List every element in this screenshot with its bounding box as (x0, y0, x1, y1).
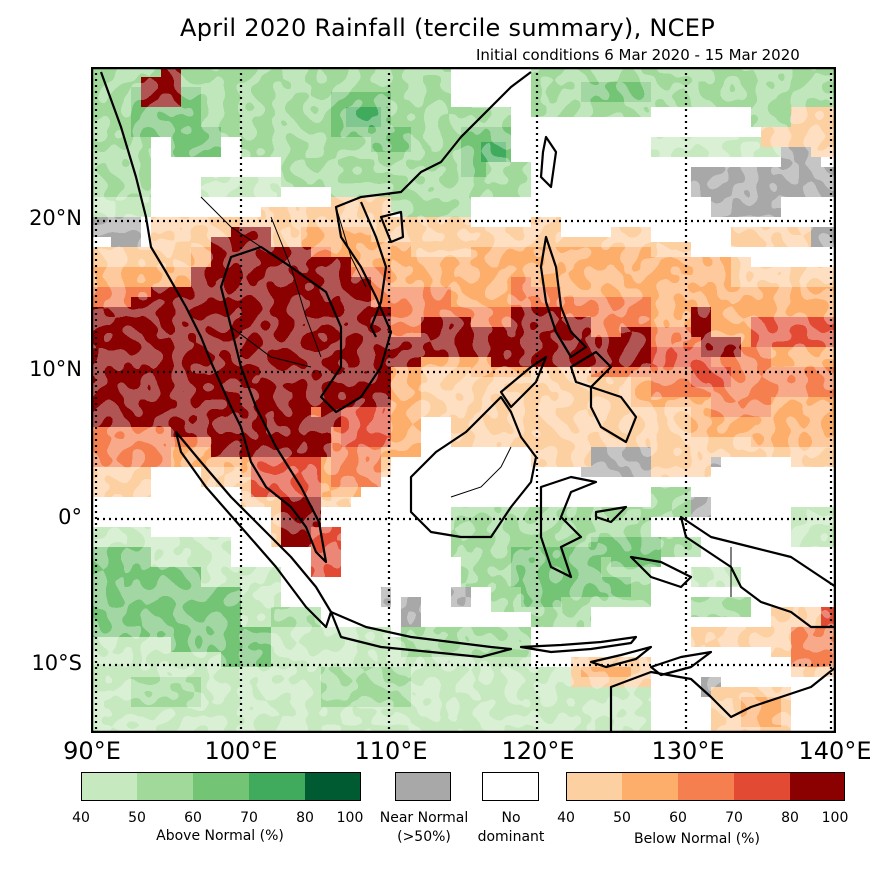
legend-none-swatch (482, 772, 539, 801)
legend-above-title: Above Normal (%) (156, 828, 284, 844)
legend-none-line1: No (501, 810, 521, 826)
legend-below-tick: 70 (725, 810, 743, 826)
legend-above-swatch (193, 772, 249, 801)
lon-label-120e: 120°E (501, 737, 575, 765)
lat-label-10s: 10°S (31, 651, 82, 675)
legend-above-tick: 70 (240, 810, 258, 826)
legend-near-swatch (395, 772, 451, 801)
legend-below-swatch (790, 772, 845, 801)
graticule (91, 67, 836, 733)
map-title: April 2020 Rainfall (tercile summary), N… (180, 14, 715, 42)
rainfall-map (90, 66, 838, 735)
lon-label-100e: 100°E (204, 737, 278, 765)
legend-above-tick: 50 (128, 810, 146, 826)
legend-none-line2: dominant (477, 829, 545, 845)
legend-above-swatch (305, 772, 361, 801)
country-borders (200, 196, 732, 597)
legend-above-tick: 40 (72, 810, 90, 826)
legend-near-line1: Near Normal (379, 810, 469, 826)
lon-label-140e: 140°E (798, 737, 872, 765)
legend-below-tick: 50 (613, 810, 631, 826)
legend-above-tick: 100 (336, 810, 364, 826)
legend-above-swatch (249, 772, 305, 801)
lon-label-90e: 90°E (63, 737, 121, 765)
legend-above-tick: 80 (296, 810, 314, 826)
legend-below-title: Below Normal (%) (634, 831, 760, 847)
lat-label-10n: 10°N (29, 357, 82, 381)
legend-below-swatch (734, 772, 790, 801)
legend-below-tick: 100 (821, 810, 849, 826)
lat-label-20n: 20°N (29, 206, 82, 230)
legend-below-tick: 60 (669, 810, 687, 826)
legend-below-swatch (566, 772, 622, 801)
legend-below-swatch (678, 772, 734, 801)
coastlines (99, 71, 838, 735)
legend-near-line2: (>50%) (397, 829, 451, 845)
legend-below-swatch (622, 772, 678, 801)
map-subtitle: Initial conditions 6 Mar 2020 - 15 Mar 2… (476, 46, 800, 64)
lat-label-equator: 0° (58, 505, 82, 529)
legend-below-tick: 80 (781, 810, 799, 826)
lon-label-130e: 130°E (651, 737, 725, 765)
legend-above-tick: 60 (184, 810, 202, 826)
legend-above-swatch (81, 772, 137, 801)
lon-label-110e: 110°E (354, 737, 428, 765)
legend-above-swatch (137, 772, 193, 801)
legend-below-tick: 40 (557, 810, 575, 826)
